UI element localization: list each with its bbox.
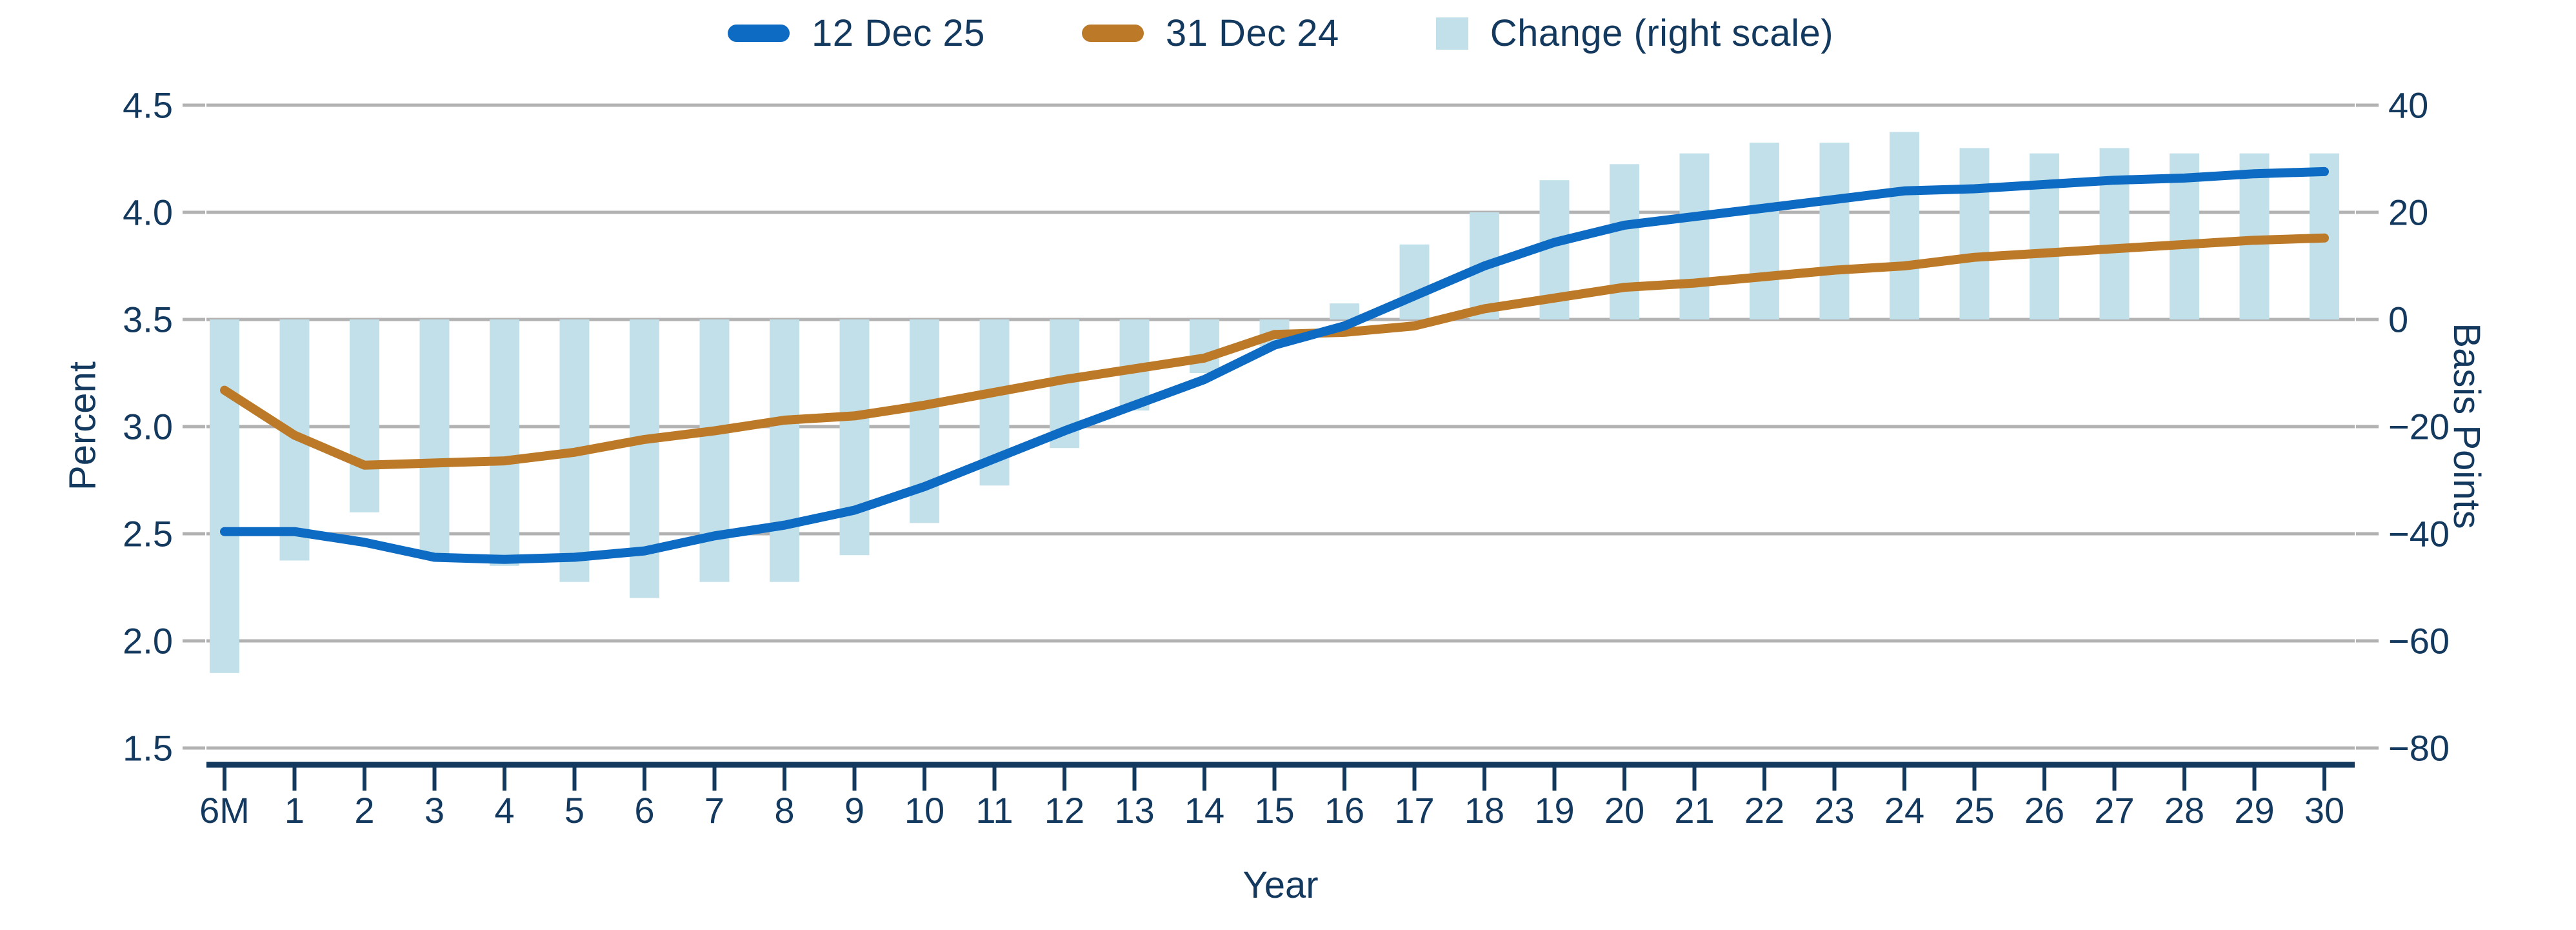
x-tick-label: 26	[2024, 790, 2064, 831]
x-tick-label: 2	[354, 790, 374, 831]
change-bar	[1890, 132, 1919, 319]
x-tick-label: 11	[975, 790, 1013, 831]
x-tick-label: 6	[634, 790, 654, 831]
change-bar	[839, 319, 870, 556]
x-tick-label: 30	[2304, 790, 2344, 831]
x-tick-label: 3	[424, 790, 444, 831]
x-tick-label: 8	[774, 790, 794, 831]
x-tick-label: 23	[1814, 790, 1854, 831]
x-tick-label: 25	[1954, 790, 1994, 831]
x-tick-label: 24	[1884, 790, 1924, 831]
y-left-tick-label: 4.5	[123, 85, 173, 126]
change-bar	[1959, 148, 1990, 319]
y-left-tick-label: 1.5	[123, 728, 173, 769]
legend-item-change: Change (right scale)	[1435, 12, 1834, 55]
x-tick-label: 4	[494, 790, 514, 831]
x-tick-label: 15	[1254, 790, 1294, 831]
x-tick-label: 9	[844, 790, 864, 831]
y-right-tick-label: −40	[2388, 514, 2450, 554]
x-tick-label: 5	[564, 790, 584, 831]
line-swatch-icon	[727, 25, 790, 42]
x-tick-label: 19	[1534, 790, 1574, 831]
x-tick-label: 16	[1324, 790, 1364, 831]
change-bar	[2099, 148, 2130, 319]
x-tick-label: 10	[904, 790, 944, 831]
legend-label: Change (right scale)	[1490, 12, 1834, 54]
line-swatch-icon	[1081, 25, 1144, 42]
x-tick-label: 14	[1184, 790, 1224, 831]
change-bar	[1819, 143, 1850, 319]
change-bar	[2030, 153, 2059, 319]
y-right-tick-label: 20	[2388, 192, 2428, 233]
legend-label: 12 Dec 25	[811, 12, 985, 54]
y-left-tick-label: 4.0	[123, 192, 173, 233]
x-tick-label: 22	[1744, 790, 1784, 831]
change-bar	[1610, 164, 1639, 319]
x-tick-label: 27	[2094, 790, 2134, 831]
y-right-tick-label: −60	[2388, 621, 2450, 662]
series-line-12-dec-25	[220, 167, 2329, 564]
x-tick-label: 29	[2234, 790, 2274, 831]
change-bar	[350, 319, 379, 512]
y-right-tick-label: 0	[2388, 299, 2408, 340]
x-tick-label: 6M	[199, 790, 250, 831]
x-tick-label: 13	[1114, 790, 1154, 831]
y-left-tick-label: 3.5	[123, 299, 173, 340]
x-axis-title: Year	[1243, 864, 1319, 906]
y-right-tick-label: 40	[2388, 85, 2428, 126]
x-tick-label: 28	[2164, 790, 2204, 831]
x-tick-label: 17	[1394, 790, 1434, 831]
y-left-tick-label: 2.5	[123, 514, 173, 554]
y-left-tick-label: 3.0	[123, 407, 173, 447]
change-bar	[1190, 319, 1219, 373]
y-right-tick-label: −20	[2388, 407, 2450, 447]
right-axis-title: Basis Points	[2445, 323, 2488, 529]
legend-item-12-dec-25: 12 Dec 25	[727, 12, 985, 55]
legend-item-31-dec-24: 31 Dec 24	[1081, 12, 1339, 55]
y-left-tick-label: 2.0	[123, 621, 173, 662]
change-bar	[1750, 143, 1779, 319]
x-tick-label: 1	[285, 790, 305, 831]
change-bar	[210, 319, 239, 673]
x-tick-label: 21	[1674, 790, 1714, 831]
x-tick-label: 18	[1464, 790, 1504, 831]
change-bar	[1679, 153, 1710, 319]
change-bar	[419, 319, 450, 556]
x-tick-label: 7	[704, 790, 724, 831]
chart-legend: 12 Dec 25 31 Dec 24 Change (right scale)	[206, 12, 2355, 55]
bar-swatch-icon	[1435, 17, 1468, 50]
change-bar	[490, 319, 519, 566]
x-tick-label: 20	[1604, 790, 1644, 831]
x-tick-label: 12	[1044, 790, 1084, 831]
change-bar	[770, 319, 799, 582]
series-line-31-dec-24	[220, 233, 2329, 470]
change-bar	[1399, 244, 1430, 319]
left-axis-title: Percent	[61, 361, 104, 490]
legend-label: 31 Dec 24	[1165, 12, 1339, 54]
y-right-tick-label: −80	[2388, 728, 2450, 769]
